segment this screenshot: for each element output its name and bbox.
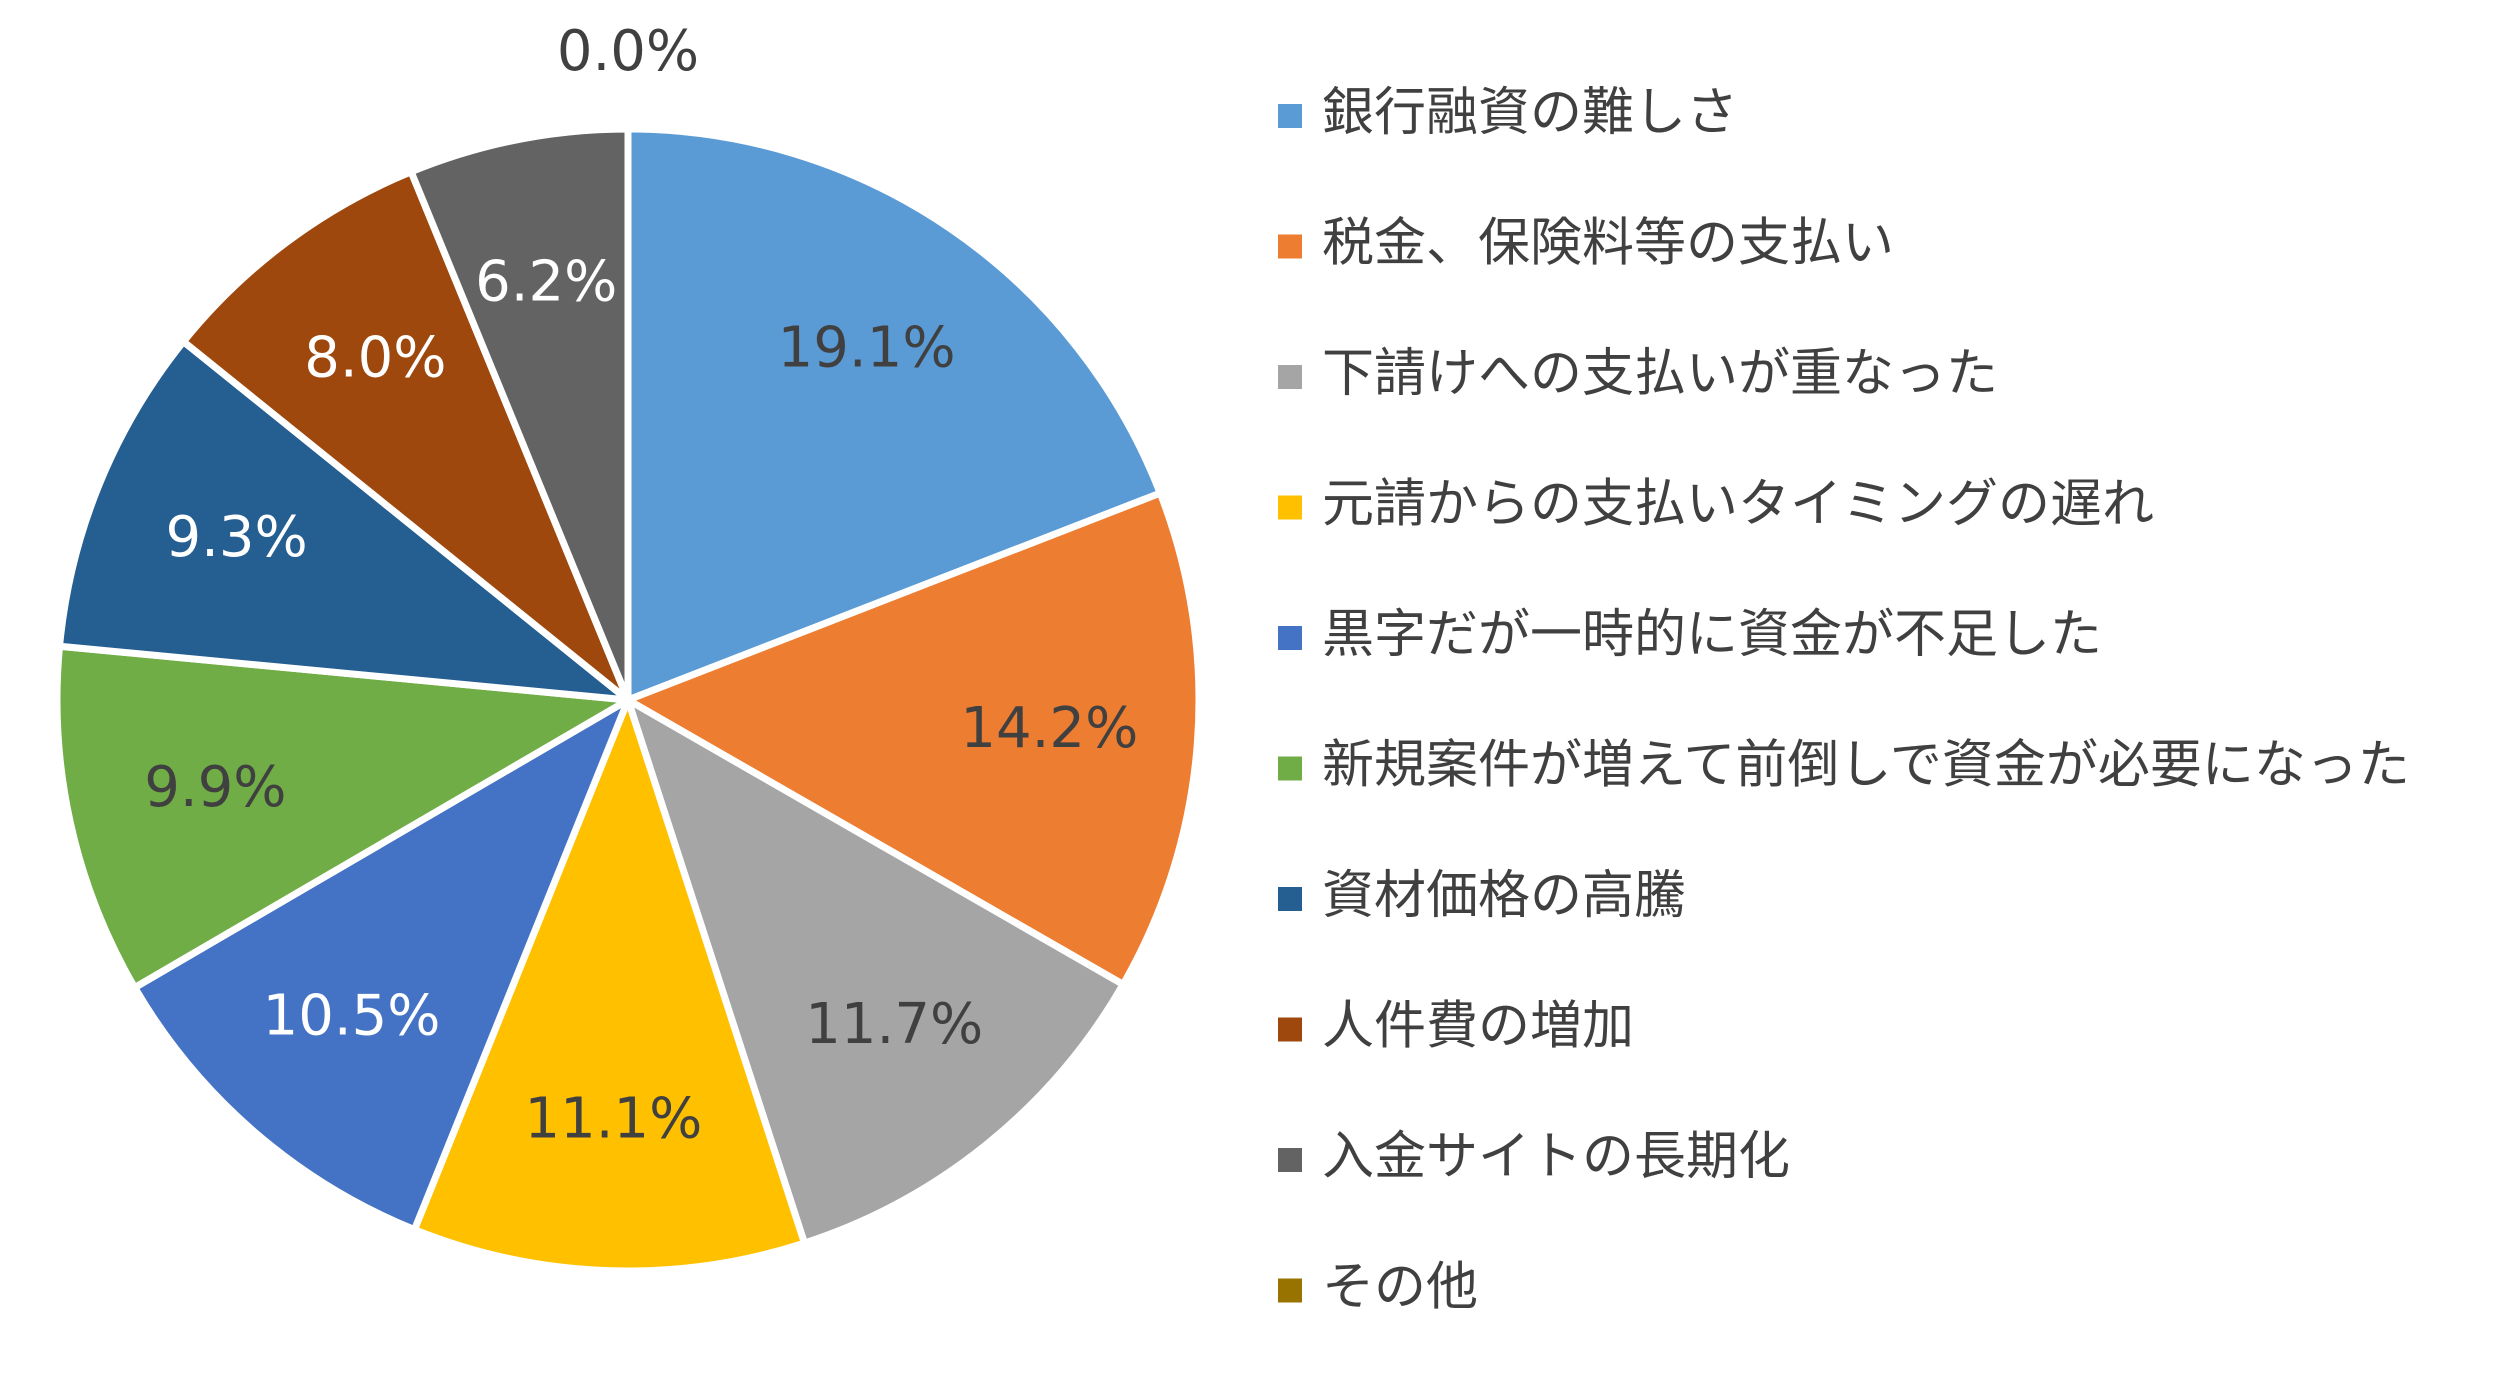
pie-slice — [410, 696, 808, 1275]
legend-swatch — [1278, 1148, 1302, 1172]
slice-label: 8.0% — [304, 325, 446, 390]
legend-swatch — [1278, 365, 1302, 389]
legend-label: 税金、保険料等の支払い — [1322, 214, 1894, 274]
slice-label: 9.3% — [165, 505, 307, 570]
pie-slice — [407, 125, 632, 704]
pie-slice — [179, 168, 632, 704]
legend-label: 入金サイトの長期化 — [1322, 1127, 1790, 1187]
legend-label: 銀行融資の難しさ — [1322, 83, 1738, 143]
slice-label: 6.2% — [475, 250, 617, 315]
legend-swatch — [1278, 1017, 1302, 1042]
pie-slice — [624, 125, 1164, 704]
legend-label: 人件費の増加 — [1322, 997, 1634, 1057]
pie-slice — [624, 489, 1203, 988]
legend-swatch — [1278, 1278, 1302, 1303]
legend-swatch — [1278, 626, 1302, 650]
pie-slice — [131, 696, 632, 1234]
legend-swatch — [1278, 756, 1302, 781]
pie-slice — [624, 696, 1127, 1247]
slice-label: 11.7% — [805, 992, 983, 1057]
slice-label: 10.5% — [263, 984, 441, 1049]
slice-labels: 19.1% 14.2% 11.7% 11.1% 10.5% 9.9% 9.3% 8.0% 6.2… — [144, 19, 1138, 1152]
legend-label: 黒字だが一時的に資金が不足した — [1322, 605, 2102, 665]
pie — [53, 125, 1203, 1275]
slice-label: 11.1% — [524, 1086, 702, 1151]
legend: 銀行融資の難しさ税金、保険料等の支払い下請けへの支払いが重なった元請からの支払い… — [1278, 83, 2410, 1318]
legend-swatch — [1278, 234, 1302, 259]
pie-slice — [53, 642, 632, 992]
slice-label: 9.9% — [144, 755, 286, 820]
legend-swatch — [1278, 104, 1302, 128]
legend-label: 資材価格の高騰 — [1322, 866, 1686, 926]
pie-slice — [56, 338, 632, 704]
slice-label: 19.1% — [778, 315, 956, 380]
legend-label: 元請からの支払いタイミングの遅れ — [1322, 475, 2154, 535]
legend-swatch — [1278, 495, 1302, 520]
legend-swatch — [1278, 887, 1302, 911]
slice-label: 0.0% — [557, 19, 699, 84]
legend-label: 新規案件が増えて前倒しで資金が必要になった — [1322, 736, 2410, 796]
legend-label: 下請けへの支払いが重なった — [1322, 344, 1998, 404]
slice-label: 14.2% — [960, 696, 1138, 761]
legend-label: その他 — [1322, 1258, 1478, 1318]
